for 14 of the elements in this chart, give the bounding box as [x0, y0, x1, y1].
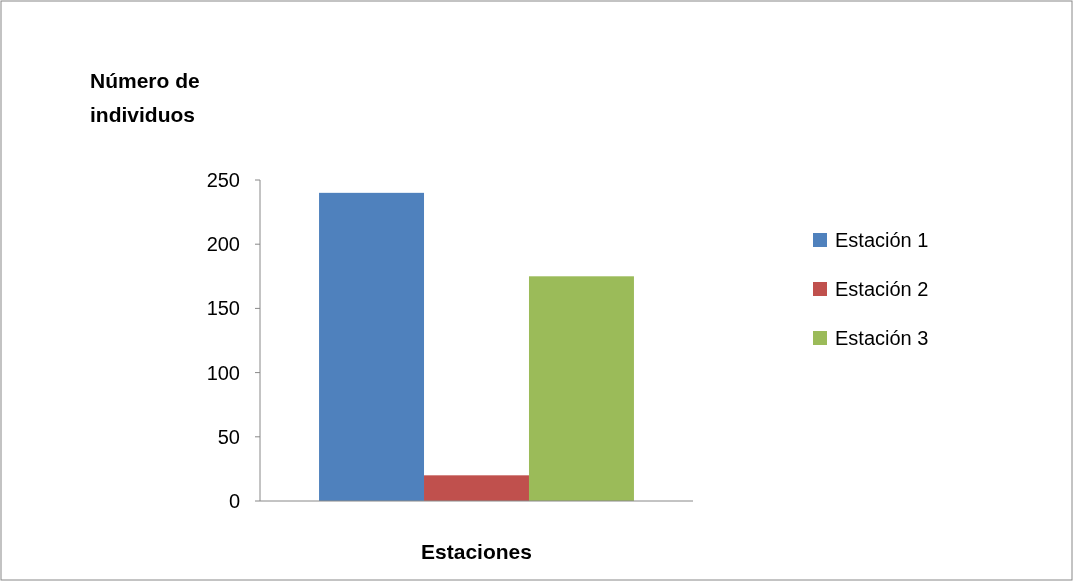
x-axis-title: Estaciones: [421, 540, 532, 563]
y-axis-title: Número de individuos: [90, 69, 200, 126]
y-tick-label: 100: [206, 361, 240, 384]
legend-label: Estación 1: [835, 229, 929, 251]
bar: [424, 475, 529, 501]
legend-label: Estación 2: [835, 278, 929, 300]
y-tick-label: 50: [217, 425, 240, 448]
y-tick-label: 250: [206, 169, 240, 191]
bar: [528, 276, 634, 501]
bar: [319, 192, 425, 501]
y-tick-label: 200: [206, 233, 240, 256]
legend-label: Estación 3: [835, 327, 929, 349]
y-tick-label: 150: [206, 297, 240, 320]
y-tick-label: 0: [228, 490, 240, 512]
